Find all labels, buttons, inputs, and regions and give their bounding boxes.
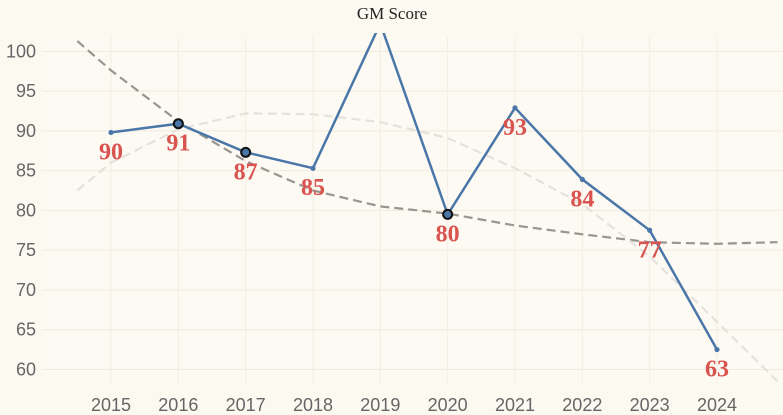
x-tick-label: 2024 <box>697 395 737 415</box>
data-label: 87 <box>234 159 258 185</box>
y-tick-label: 90 <box>16 121 36 141</box>
data-point <box>647 227 653 233</box>
y-tick-label: 95 <box>16 81 36 101</box>
y-tick-label: 85 <box>16 161 36 181</box>
axes: 60 65 70 75 80 85 90 95 100 2015 2016 2017 2018 2019 2… <box>6 41 737 415</box>
x-tick-label: 2023 <box>630 395 670 415</box>
data-label: 93 <box>503 115 527 141</box>
x-tick-label: 2017 <box>226 395 266 415</box>
data-point <box>108 129 114 136</box>
y-tick-label: 70 <box>16 280 36 300</box>
x-tick-label: 2015 <box>91 395 131 415</box>
trend-lines <box>76 40 779 383</box>
y-tick-label: 100 <box>6 41 36 61</box>
x-tick-label: 2016 <box>158 395 198 415</box>
data-point <box>512 105 518 111</box>
x-tick-label: 2022 <box>562 395 602 415</box>
x-tick-label: 2020 <box>428 395 468 415</box>
y-tick-label: 80 <box>16 200 36 220</box>
x-tick-label: 2018 <box>293 395 333 415</box>
x-tick-label: 2021 <box>495 395 535 415</box>
data-label: 91 <box>166 131 190 157</box>
data-label: 90 <box>99 139 123 165</box>
highlighted-point <box>172 118 184 130</box>
series-line <box>110 33 719 351</box>
highlighted-point <box>240 146 252 158</box>
data-point <box>310 165 316 171</box>
trend-line-2 <box>76 112 779 383</box>
data-labels: 90 91 87 85 80 93 84 77 63 <box>99 115 729 383</box>
grid <box>42 37 783 383</box>
y-tick-label: 60 <box>16 359 36 379</box>
data-label: 80 <box>436 221 460 247</box>
data-label: 77 <box>638 237 662 263</box>
data-point <box>579 176 585 182</box>
data-label: 63 <box>705 357 729 383</box>
chart-title: GM Score <box>357 4 427 23</box>
trend-line-1 <box>76 40 778 245</box>
data-label: 85 <box>301 175 325 201</box>
y-tick-label: 75 <box>16 240 36 260</box>
data-label: 84 <box>570 186 594 212</box>
data-point <box>714 346 720 353</box>
x-tick-label: 2019 <box>360 395 400 415</box>
series-layer <box>108 33 720 353</box>
highlighted-point <box>442 208 454 220</box>
y-tick-label: 65 <box>16 320 36 340</box>
